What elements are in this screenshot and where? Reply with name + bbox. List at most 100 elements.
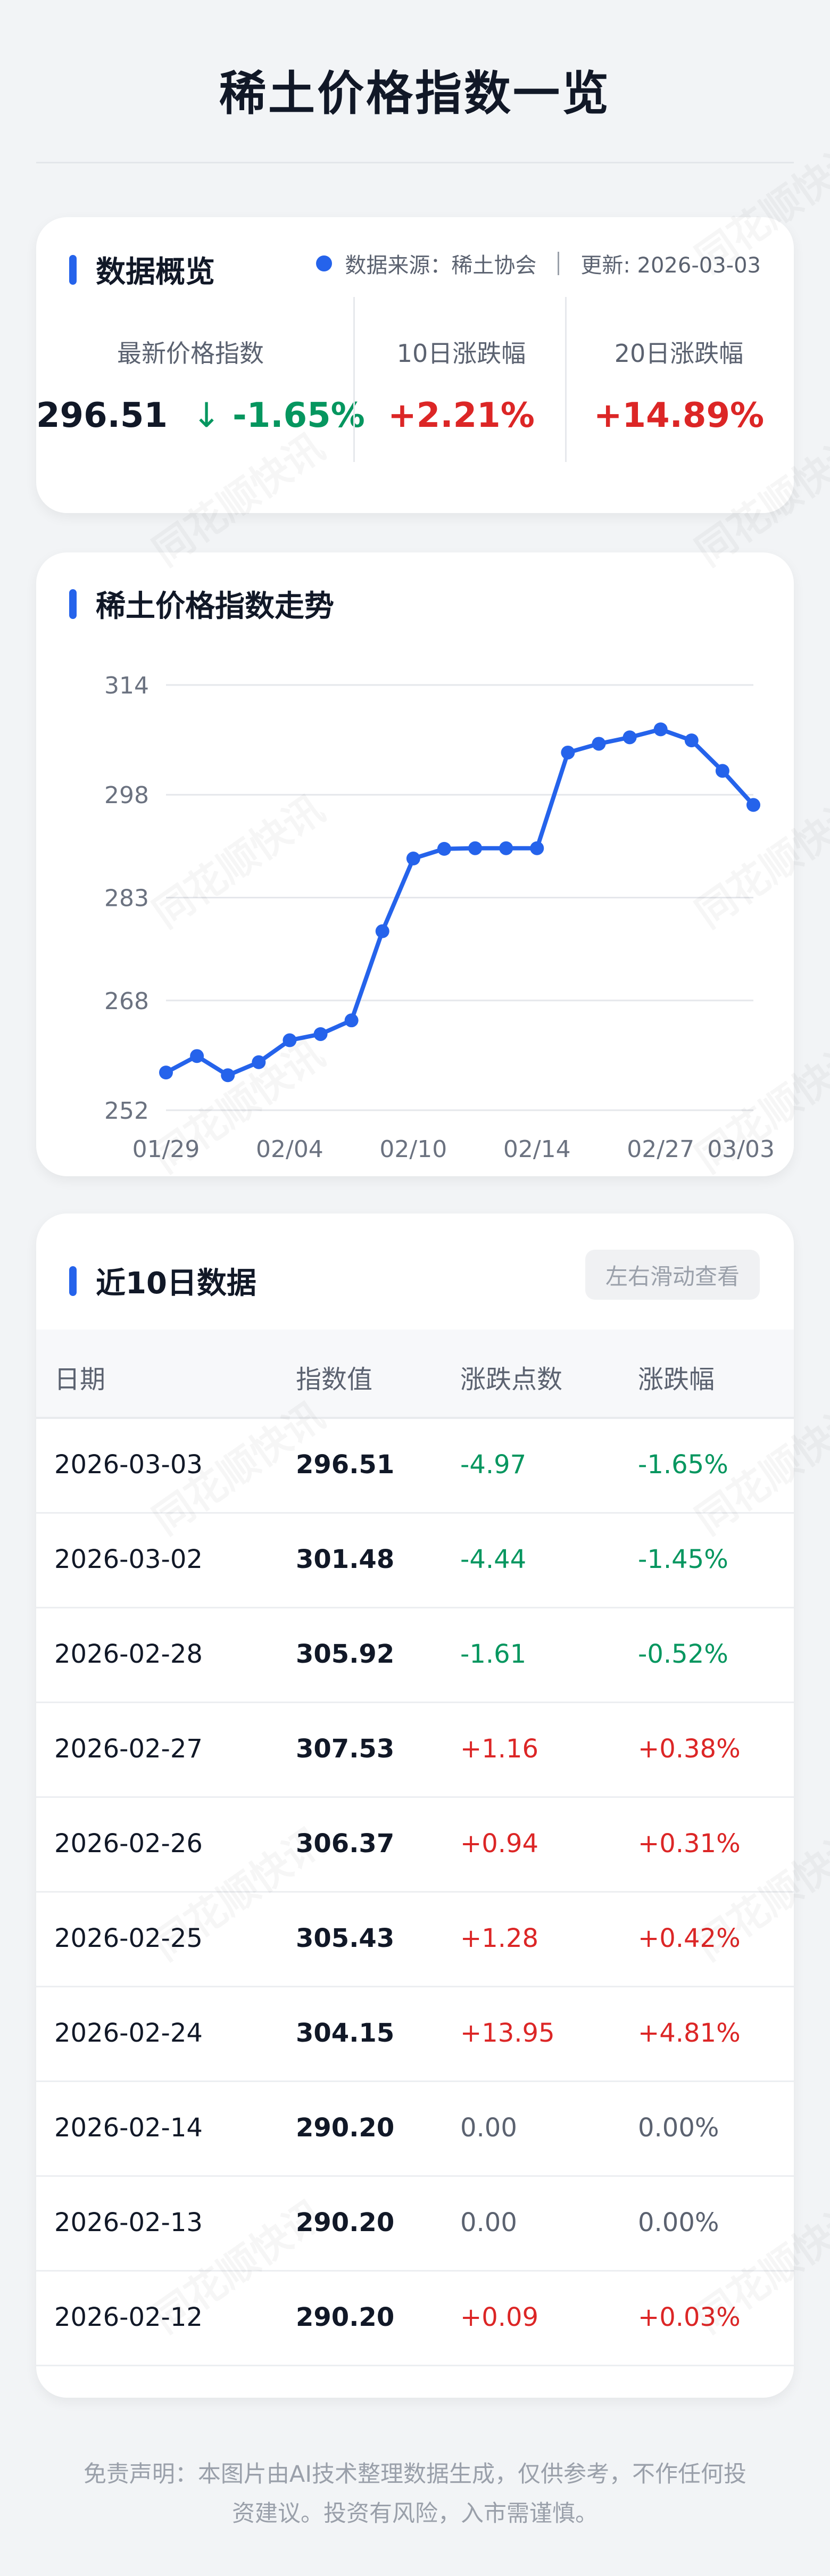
change-points-cell: -4.97 bbox=[460, 1450, 527, 1480]
table-title: 近10日数据 bbox=[96, 1266, 256, 1301]
table-row: 2026-02-27 307.53 +1.16 +0.38% bbox=[36, 1703, 794, 1798]
table-header: 近10日数据 bbox=[69, 1259, 256, 1302]
change-pct-cell: +0.42% bbox=[638, 1923, 741, 1953]
column-header-change: 涨跌点数 bbox=[460, 1365, 563, 1394]
x-tick-label: 02/10 bbox=[379, 1136, 447, 1163]
y-tick-label: 298 bbox=[104, 782, 149, 809]
index-value-cell: 290.20 bbox=[296, 2113, 395, 2143]
index-value-cell: 305.43 bbox=[296, 1923, 395, 1953]
column-header-date: 日期 bbox=[54, 1365, 106, 1394]
data-point bbox=[313, 1027, 328, 1041]
date-cell: 2026-02-25 bbox=[54, 1923, 203, 1953]
table-row: 2026-02-24 304.15 +13.95 +4.81% bbox=[36, 1987, 794, 2082]
change-pct-cell: +4.81% bbox=[638, 2018, 741, 2048]
x-tick-label: 02/04 bbox=[256, 1136, 323, 1163]
x-tick-label: 01/29 bbox=[132, 1136, 200, 1163]
stat-label: 最新价格指数 bbox=[117, 339, 264, 368]
date-cell: 2026-02-13 bbox=[54, 2208, 203, 2238]
index-value-cell: 306.37 bbox=[296, 1829, 395, 1859]
y-tick-label: 268 bbox=[104, 988, 149, 1015]
data-source: 数据来源：稀土协会 bbox=[345, 253, 537, 278]
y-tick-label: 283 bbox=[104, 885, 149, 912]
section-accent-bar bbox=[69, 1266, 77, 1296]
stat-value: 296.51 ↓ -1.65% bbox=[36, 396, 365, 435]
table-row: 2026-02-12 290.20 +0.09 +0.03% bbox=[36, 2272, 794, 2366]
overview-title: 数据概览 bbox=[96, 255, 215, 290]
table-row: 2026-02-25 305.43 +1.28 +0.42% bbox=[36, 1893, 794, 1987]
stat-divider bbox=[565, 297, 567, 462]
data-point bbox=[746, 798, 760, 812]
change-pct-cell: -1.45% bbox=[638, 1545, 728, 1574]
x-tick-label: 03/03 bbox=[707, 1136, 775, 1163]
change-points-cell: +13.95 bbox=[460, 2018, 555, 2048]
stat-value: +2.21% bbox=[388, 396, 535, 435]
data-point bbox=[622, 730, 637, 745]
change-pct-cell: -1.65% bbox=[638, 1450, 728, 1480]
y-tick-label: 314 bbox=[104, 672, 149, 699]
date-cell: 2026-02-14 bbox=[54, 2113, 203, 2143]
stat-value: +14.89% bbox=[593, 396, 765, 435]
index-value-cell: 301.48 bbox=[296, 1545, 395, 1574]
table-row: 2026-03-03 296.51 -4.97 -1.65% bbox=[36, 1419, 794, 1514]
change-points-cell: +0.09 bbox=[460, 2302, 539, 2332]
data-point bbox=[437, 841, 451, 856]
column-header-pct: 涨跌幅 bbox=[638, 1365, 715, 1394]
page-title: 稀土价格指数一览 bbox=[219, 66, 611, 121]
source-info: 数据来源：稀土协会 更新: 2026-03-03 bbox=[316, 248, 761, 279]
y-tick-label: 252 bbox=[104, 1097, 149, 1125]
data-point bbox=[561, 745, 575, 759]
disclaimer-line: 资建议。投资有风险，入市需谨慎。 bbox=[232, 2500, 598, 2527]
change-pct-cell: -0.52% bbox=[638, 1639, 728, 1669]
x-tick-label: 02/14 bbox=[503, 1136, 571, 1163]
stat-label: 20日涨跌幅 bbox=[614, 339, 744, 368]
disclaimer: 免责声明：本图片由AI技术整理数据生成，仅供参考，不作任何投 资建议。投资有风险… bbox=[43, 2455, 787, 2533]
arrow-down-icon: ↓ bbox=[192, 396, 221, 435]
stat-latest-index: 最新价格指数 296.51 ↓ -1.65% bbox=[36, 334, 365, 435]
change-points-cell: -4.44 bbox=[460, 1545, 527, 1574]
index-value-cell: 290.20 bbox=[296, 2208, 395, 2238]
date-cell: 2026-02-28 bbox=[54, 1639, 203, 1669]
date-cell: 2026-02-12 bbox=[54, 2302, 203, 2332]
date-cell: 2026-03-02 bbox=[54, 1545, 203, 1574]
data-point bbox=[190, 1049, 204, 1063]
index-value-cell: 290.20 bbox=[296, 2302, 395, 2332]
data-point bbox=[530, 841, 544, 855]
change-points-cell: -1.61 bbox=[460, 1639, 527, 1669]
source-dot-icon bbox=[316, 255, 333, 271]
data-point bbox=[406, 852, 420, 866]
data-point bbox=[499, 841, 513, 855]
column-header-value: 指数值 bbox=[296, 1365, 373, 1394]
change-pct-cell: 0.00% bbox=[638, 2208, 719, 2238]
index-value-cell: 307.53 bbox=[296, 1734, 395, 1764]
data-point bbox=[592, 737, 606, 751]
title-divider bbox=[36, 162, 794, 163]
change-points-cell: +1.16 bbox=[460, 1734, 539, 1764]
latest-index-value: 296.51 bbox=[36, 396, 168, 435]
change-pct-cell: +0.38% bbox=[638, 1734, 741, 1764]
source-separator bbox=[558, 252, 560, 275]
stat-divider bbox=[353, 297, 355, 462]
series-line bbox=[165, 727, 755, 1078]
disclaimer-line: 免责声明：本图片由AI技术整理数据生成，仅供参考，不作任何投 bbox=[83, 2461, 747, 2488]
latest-change: -1.65% bbox=[233, 396, 365, 435]
update-date: 更新: 2026-03-03 bbox=[580, 253, 761, 278]
table-row: 2026-03-02 301.48 -4.44 -1.45% bbox=[36, 1514, 794, 1608]
stat-10day: 10日涨跌幅 +2.21% bbox=[355, 334, 567, 435]
change-pct-cell: +0.03% bbox=[638, 2302, 741, 2332]
scroll-hint-button[interactable]: 左右滑动查看 bbox=[585, 1250, 760, 1300]
section-accent-bar bbox=[69, 254, 77, 285]
stat-20day: 20日涨跌幅 +14.89% bbox=[567, 334, 791, 435]
data-point bbox=[283, 1033, 297, 1047]
trend-card: 稀土价格指数走势 314 298 283 268 252 01/29 02/04 02/10 0… bbox=[36, 552, 794, 1176]
data-point bbox=[344, 1013, 359, 1028]
change-pct-cell: +0.31% bbox=[638, 1829, 741, 1859]
data-point bbox=[375, 924, 389, 938]
trend-header: 稀土价格指数走势 bbox=[69, 582, 334, 625]
change-points-cell: +1.28 bbox=[460, 1923, 539, 1953]
table-row: 2026-02-26 306.37 +0.94 +0.31% bbox=[36, 1798, 794, 1893]
date-cell: 2026-02-27 bbox=[54, 1734, 203, 1764]
index-value-cell: 296.51 bbox=[296, 1450, 395, 1480]
change-points-cell: 0.00 bbox=[460, 2113, 517, 2143]
date-cell: 2026-03-03 bbox=[54, 1450, 203, 1480]
section-accent-bar bbox=[69, 589, 77, 619]
